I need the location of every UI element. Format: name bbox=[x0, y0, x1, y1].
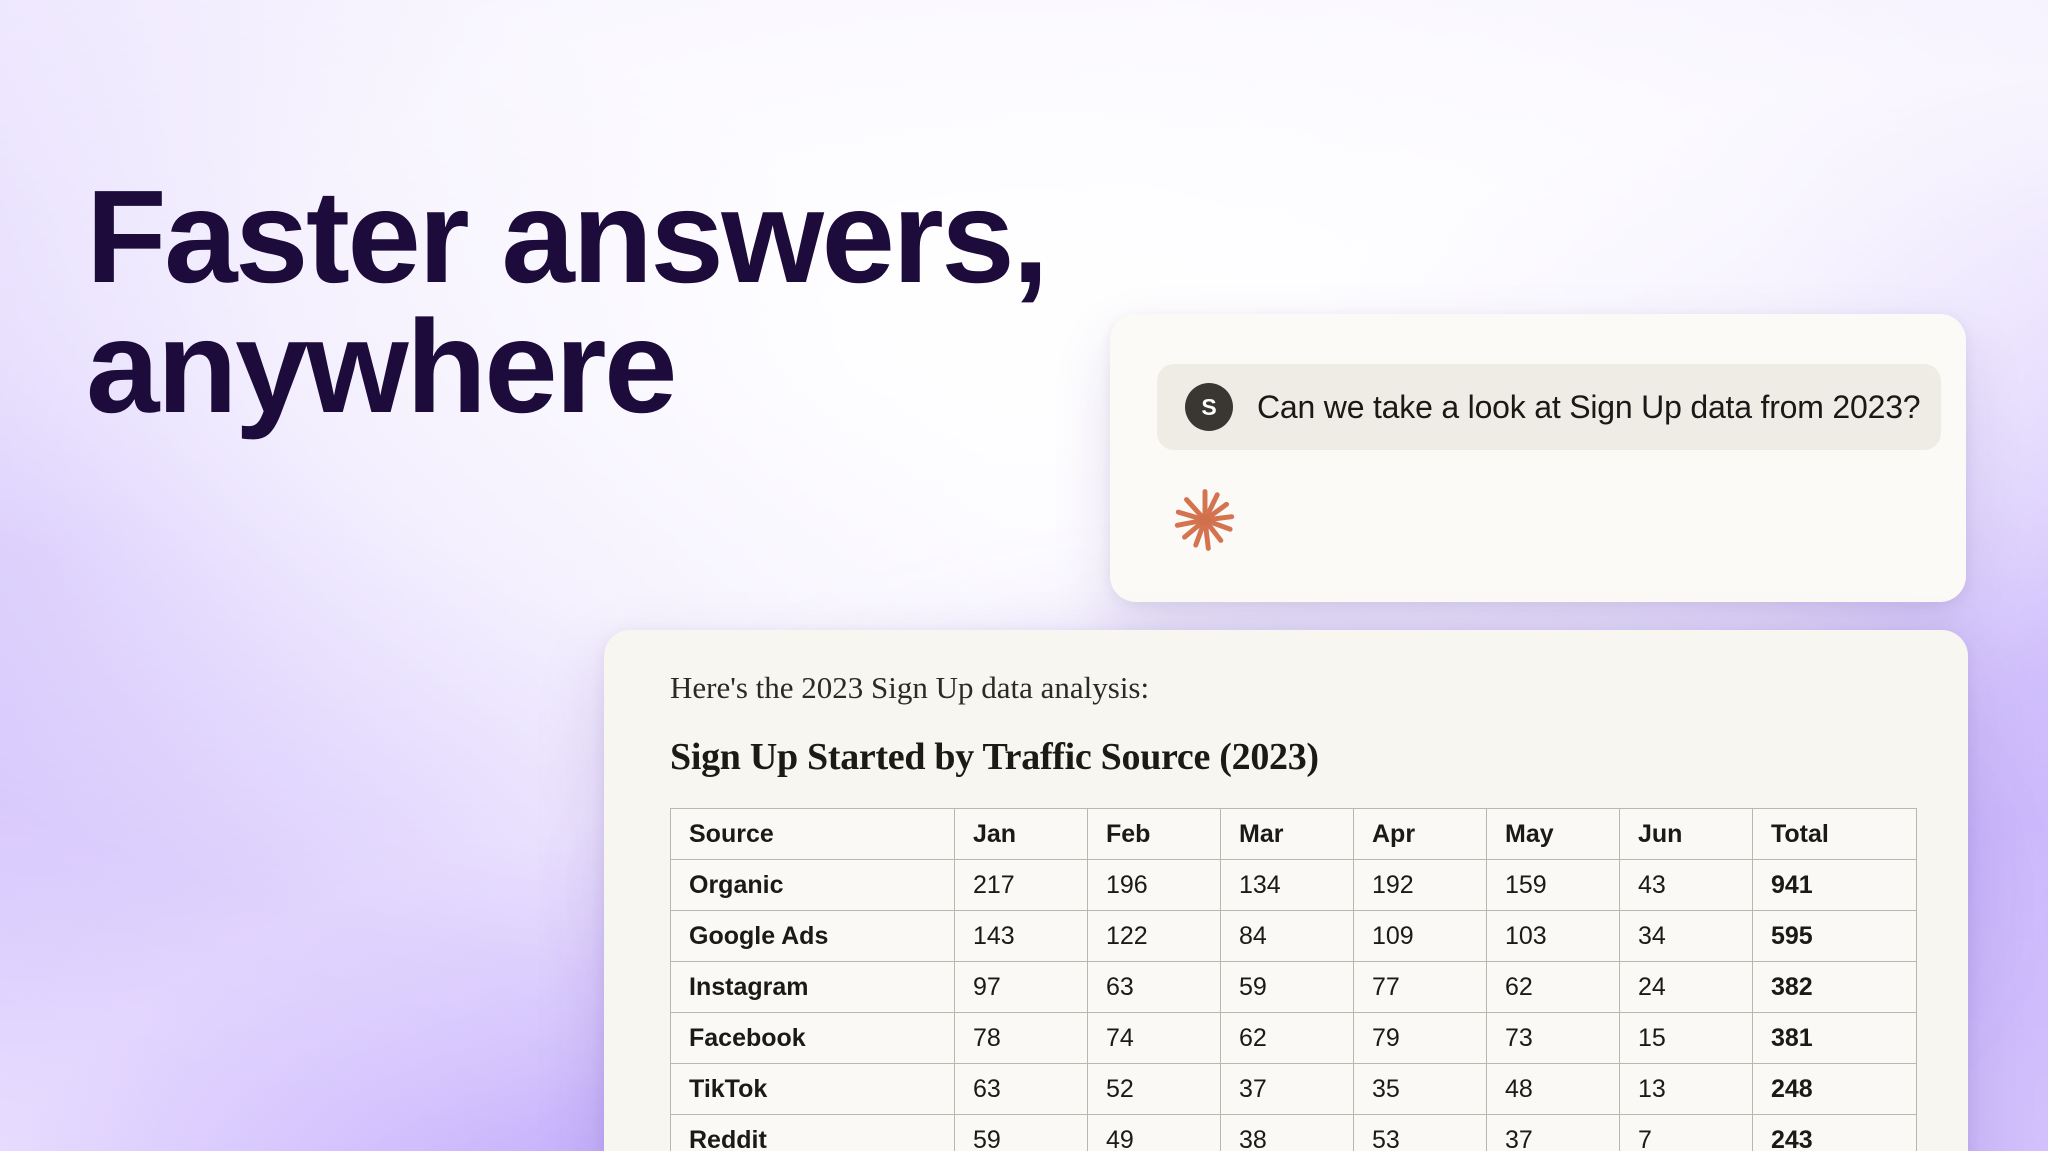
cell-source: Google Ads bbox=[670, 910, 955, 962]
cell-feb: 196 bbox=[1087, 859, 1221, 911]
cell-jun: 34 bbox=[1619, 910, 1753, 962]
avatar: S bbox=[1185, 383, 1233, 431]
cell-total: 595 bbox=[1752, 910, 1917, 962]
traffic-source-table: Source Jan Feb Mar Apr May Jun Total Org… bbox=[670, 808, 1917, 1151]
cell-feb: 52 bbox=[1087, 1063, 1221, 1115]
cell-jan: 217 bbox=[954, 859, 1088, 911]
user-message-text: Can we take a look at Sign Up data from … bbox=[1257, 388, 1921, 425]
column-header-may: May bbox=[1486, 808, 1620, 860]
cell-total: 248 bbox=[1752, 1063, 1917, 1115]
cell-mar: 59 bbox=[1220, 961, 1354, 1013]
table-header-row: Source Jan Feb Mar Apr May Jun Total bbox=[670, 808, 1917, 860]
starburst-spark-icon bbox=[1172, 487, 1238, 553]
cell-apr: 79 bbox=[1353, 1012, 1487, 1064]
cell-may: 103 bbox=[1486, 910, 1620, 962]
table-row: Organic 217 196 134 192 159 43 941 bbox=[670, 859, 1917, 911]
cell-jan: 59 bbox=[954, 1114, 1088, 1151]
cell-source: Facebook bbox=[670, 1012, 955, 1064]
table-row: Google Ads 143 122 84 109 103 34 595 bbox=[670, 910, 1917, 962]
data-table-container: Source Jan Feb Mar Apr May Jun Total Org… bbox=[670, 808, 1917, 1151]
cell-may: 73 bbox=[1486, 1012, 1620, 1064]
cell-feb: 122 bbox=[1087, 910, 1221, 962]
analysis-answer-card: Here's the 2023 Sign Up data analysis: S… bbox=[604, 630, 1968, 1151]
cell-source: Instagram bbox=[670, 961, 955, 1013]
cell-apr: 192 bbox=[1353, 859, 1487, 911]
cell-mar: 38 bbox=[1220, 1114, 1354, 1151]
cell-jun: 15 bbox=[1619, 1012, 1753, 1064]
cell-total: 382 bbox=[1752, 961, 1917, 1013]
column-header-apr: Apr bbox=[1353, 808, 1487, 860]
cell-mar: 84 bbox=[1220, 910, 1354, 962]
answer-intro-text: Here's the 2023 Sign Up data analysis: bbox=[670, 670, 1150, 705]
column-header-mar: Mar bbox=[1220, 808, 1354, 860]
cell-jan: 97 bbox=[954, 961, 1088, 1013]
cell-apr: 77 bbox=[1353, 961, 1487, 1013]
column-header-jan: Jan bbox=[954, 808, 1088, 860]
cell-mar: 134 bbox=[1220, 859, 1354, 911]
cell-mar: 62 bbox=[1220, 1012, 1354, 1064]
cell-feb: 49 bbox=[1087, 1114, 1221, 1151]
user-message-bubble: S Can we take a look at Sign Up data fro… bbox=[1157, 364, 1941, 450]
cell-jun: 43 bbox=[1619, 859, 1753, 911]
cell-jun: 7 bbox=[1619, 1114, 1753, 1151]
cell-apr: 53 bbox=[1353, 1114, 1487, 1151]
column-header-total: Total bbox=[1752, 808, 1917, 860]
cell-may: 37 bbox=[1486, 1114, 1620, 1151]
cell-total: 381 bbox=[1752, 1012, 1917, 1064]
cell-feb: 63 bbox=[1087, 961, 1221, 1013]
column-header-jun: Jun bbox=[1619, 808, 1753, 860]
cell-source: Reddit bbox=[670, 1114, 955, 1151]
table-row: TikTok 63 52 37 35 48 13 248 bbox=[670, 1063, 1917, 1115]
page-title: Faster answers, anywhere bbox=[86, 163, 1049, 440]
chat-conversation-card: S Can we take a look at Sign Up data fro… bbox=[1110, 314, 1966, 602]
cell-jun: 13 bbox=[1619, 1063, 1753, 1115]
cell-apr: 35 bbox=[1353, 1063, 1487, 1115]
cell-source: TikTok bbox=[670, 1063, 955, 1115]
cell-jan: 63 bbox=[954, 1063, 1088, 1115]
cell-may: 48 bbox=[1486, 1063, 1620, 1115]
cell-apr: 109 bbox=[1353, 910, 1487, 962]
table-row: Facebook 78 74 62 79 73 15 381 bbox=[670, 1012, 1917, 1064]
cell-may: 159 bbox=[1486, 859, 1620, 911]
column-header-feb: Feb bbox=[1087, 808, 1221, 860]
cell-jan: 143 bbox=[954, 910, 1088, 962]
table-row: Instagram 97 63 59 77 62 24 382 bbox=[670, 961, 1917, 1013]
cell-mar: 37 bbox=[1220, 1063, 1354, 1115]
cell-feb: 74 bbox=[1087, 1012, 1221, 1064]
cell-source: Organic bbox=[670, 859, 955, 911]
cell-jun: 24 bbox=[1619, 961, 1753, 1013]
cell-jan: 78 bbox=[954, 1012, 1088, 1064]
table-title: Sign Up Started by Traffic Source (2023) bbox=[670, 736, 1319, 778]
cell-may: 62 bbox=[1486, 961, 1620, 1013]
cell-total: 941 bbox=[1752, 859, 1917, 911]
table-row: Reddit 59 49 38 53 37 7 243 bbox=[670, 1114, 1917, 1151]
column-header-source: Source bbox=[670, 808, 955, 860]
cell-total: 243 bbox=[1752, 1114, 1917, 1151]
